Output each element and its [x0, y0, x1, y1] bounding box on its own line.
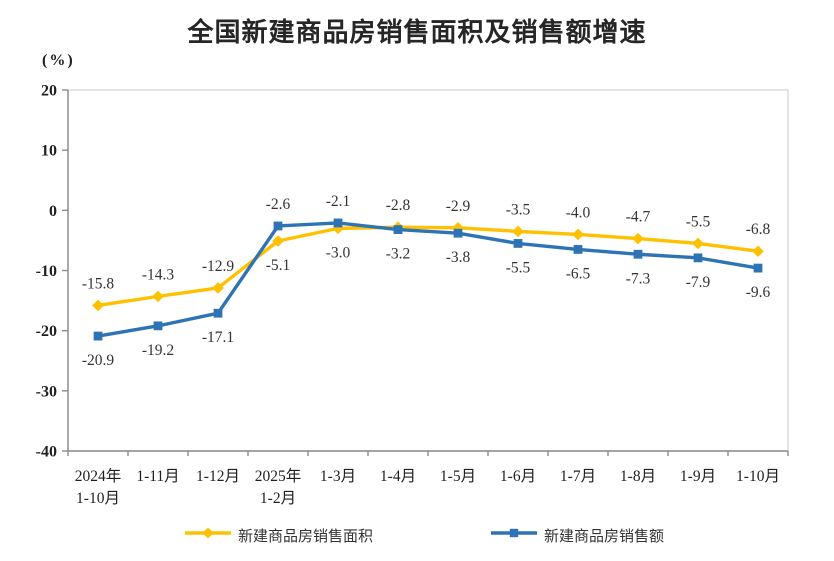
square-marker [153, 321, 163, 331]
x-tick-label: 1-10月 [736, 468, 780, 485]
data-label: -7.9 [686, 274, 711, 291]
diamond-marker [212, 282, 224, 294]
y-tick-label: 20 [41, 83, 57, 100]
data-label: -4.0 [566, 204, 591, 221]
data-label: -5.5 [686, 213, 711, 230]
legend-marker-glyph [491, 528, 537, 537]
y-tick-label: -30 [36, 383, 57, 400]
y-tick-label: 0 [49, 203, 57, 220]
x-tick-label: 2024年 [75, 467, 122, 485]
square-marker [573, 245, 583, 254]
legend-marker-glyph [185, 527, 231, 538]
x-tick-label: 1-3月 [320, 468, 356, 485]
square-marker [393, 225, 403, 234]
square-marker [453, 228, 463, 238]
sales-amount-line-marker-icon [491, 526, 537, 545]
data-label: -15.8 [82, 275, 115, 292]
diamond-marker [152, 290, 164, 303]
data-label: -3.5 [506, 201, 531, 218]
square-marker [633, 249, 643, 259]
diamond-marker [272, 235, 284, 247]
sales-amount-line [96, 221, 760, 338]
y-tick-label: -20 [36, 323, 57, 340]
x-tick-label: 1-6月 [500, 468, 536, 485]
x-tick-label: 1-11月 [136, 468, 179, 485]
x-tick-label: 1-7月 [560, 468, 596, 485]
diamond-marker [572, 228, 584, 241]
data-label: -3.8 [446, 249, 471, 266]
data-label: -20.9 [82, 352, 115, 369]
x-tick-label: 1-2月 [260, 490, 296, 507]
y-axis-ticks: 20 10 0 -10 -20 -30 -40 [36, 83, 68, 461]
data-label: -9.6 [746, 284, 771, 301]
data-label: -3.2 [386, 246, 411, 263]
square-marker [753, 263, 763, 273]
x-tick-label: 1-5月 [440, 468, 476, 485]
square-marker [273, 221, 283, 231]
data-label: -2.8 [386, 197, 411, 214]
y-tick-label: 10 [41, 143, 57, 160]
x-tick-label: 1-10月 [76, 490, 120, 507]
square-marker [93, 331, 103, 341]
x-tick-label: 1-8月 [620, 468, 656, 485]
legend: 新建商品房销售面积 新建商品房销售额 [0, 524, 834, 550]
plot-border [67, 89, 789, 452]
axes [67, 90, 788, 452]
x-tick-label: 1-12月 [196, 468, 240, 485]
data-label: -6.8 [746, 221, 771, 238]
x-tick-label: 2025年 [255, 467, 302, 485]
sales-area-line-marker-icon [185, 526, 231, 545]
y-axis-unit-label: (%) [42, 52, 75, 69]
data-label: -14.3 [142, 266, 175, 283]
data-label: -12.9 [202, 258, 235, 275]
diamond-marker [632, 232, 644, 245]
x-axis-ticks [67, 451, 789, 456]
diamond-marker [92, 299, 104, 312]
data-label: -4.7 [626, 209, 651, 226]
chart-title: 全国新建商品房销售面积及销售额增速 [187, 17, 647, 47]
legend-label-sales-area: 新建商品房销售面积 [238, 528, 374, 545]
data-label: -3.0 [326, 244, 351, 261]
sales-area-series [92, 221, 764, 312]
diamond-marker [512, 225, 524, 238]
y-tick-label: -40 [36, 444, 57, 461]
data-label: -2.6 [266, 196, 291, 213]
data-label: -7.3 [626, 270, 651, 287]
legend-item-sales-area: 新建商品房销售面积 [185, 524, 373, 546]
x-tick-label: 1-4月 [380, 468, 416, 485]
legend-item-sales-amount: 新建商品房销售额 [491, 524, 664, 546]
x-tick-label: 1-9月 [680, 468, 716, 485]
data-label: -17.1 [202, 329, 234, 346]
data-labels: -15.8 -14.3 -12.9 -5.1 -3.0 -2.8 -2.9 -3.5 -4.0 -… [82, 193, 771, 369]
y-tick-label: -10 [36, 263, 57, 280]
data-label: -5.5 [506, 259, 531, 276]
sales-area-line [96, 225, 760, 308]
diamond-marker [452, 221, 464, 234]
data-label: -2.9 [446, 198, 471, 215]
sales-amount-series [93, 218, 763, 341]
x-axis-labels: 2024年 1-10月 1-11月 1-12月 2025年 1-2月 1-3月 1-4月 1-5… [75, 467, 780, 507]
legend-label-sales-amount: 新建商品房销售额 [544, 528, 665, 545]
data-label: -19.2 [142, 342, 174, 359]
diamond-marker [692, 237, 704, 250]
square-marker [513, 239, 523, 248]
data-label: -2.1 [326, 193, 351, 210]
data-label: -5.1 [266, 257, 291, 274]
square-marker [333, 218, 343, 228]
square-marker [213, 308, 223, 318]
diamond-marker [752, 245, 764, 258]
data-label: -6.5 [566, 265, 591, 282]
square-marker [693, 253, 703, 263]
